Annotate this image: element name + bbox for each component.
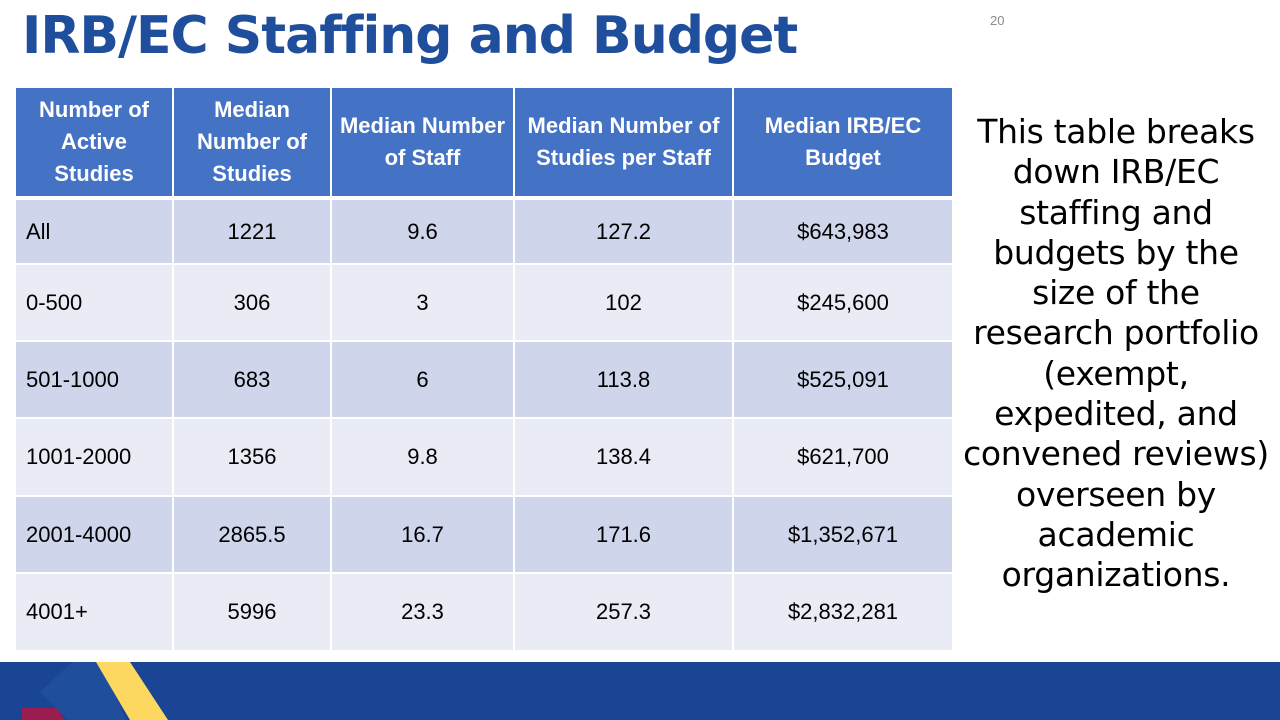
cell-median-budget: $1,352,671	[733, 496, 952, 574]
cell-studies-per-staff: 113.8	[514, 341, 734, 419]
cell-median-staff: 9.8	[331, 418, 515, 497]
table-row: 0-500 306 3 102 $245,600	[16, 264, 952, 342]
table-header-row: Number of Active Studies Median Number o…	[16, 88, 952, 200]
slide-number: 20	[990, 13, 1005, 28]
logo-stripe-yellow	[96, 662, 168, 720]
cell-median-budget: $245,600	[733, 264, 952, 342]
description-text: This table breaks down IRB/EC staffing a…	[963, 112, 1269, 595]
cell-category: 501-1000	[16, 341, 174, 419]
cell-median-staff: 6	[331, 341, 515, 419]
cell-median-studies: 306	[173, 264, 332, 342]
footer-bar	[0, 662, 1280, 720]
cell-median-studies: 1356	[173, 418, 332, 497]
cell-studies-per-staff: 257.3	[514, 573, 734, 652]
cell-median-budget: $643,983	[733, 198, 952, 265]
table-row: 501-1000 683 6 113.8 $525,091	[16, 341, 952, 419]
table-row: 2001-4000 2865.5 16.7 171.6 $1,352,671	[16, 496, 952, 574]
cell-median-staff: 3	[331, 264, 515, 342]
cell-studies-per-staff: 127.2	[514, 198, 734, 265]
cell-median-budget: $2,832,281	[733, 573, 952, 652]
cell-median-staff: 16.7	[331, 496, 515, 574]
cell-category: 0-500	[16, 264, 174, 342]
table-row: All 1221 9.6 127.2 $643,983	[16, 198, 952, 265]
table-row: 1001-2000 1356 9.8 138.4 $621,700	[16, 418, 952, 497]
slide-title: IRB/EC Staffing and Budget	[22, 6, 798, 66]
logo-mark-icon	[22, 662, 168, 720]
staffing-budget-table: Number of Active Studies Median Number o…	[16, 88, 952, 652]
header-median-staff: Median Number of Staff	[331, 88, 515, 200]
header-median-studies: Median Number of Studies	[173, 88, 332, 200]
cell-median-studies: 2865.5	[173, 496, 332, 574]
cell-category: 4001+	[16, 573, 174, 652]
cell-median-staff: 23.3	[331, 573, 515, 652]
cell-studies-per-staff: 102	[514, 264, 734, 342]
cell-median-budget: $621,700	[733, 418, 952, 497]
cell-median-studies: 683	[173, 341, 332, 419]
cell-median-studies: 1221	[173, 198, 332, 265]
table-row: 4001+ 5996 23.3 257.3 $2,832,281	[16, 573, 952, 652]
cell-category: All	[16, 198, 174, 265]
cell-studies-per-staff: 138.4	[514, 418, 734, 497]
logo-stripe-maroon	[22, 708, 64, 720]
cell-studies-per-staff: 171.6	[514, 496, 734, 574]
cell-median-studies: 5996	[173, 573, 332, 652]
header-median-budget: Median IRB/EC Budget	[733, 88, 952, 200]
cell-category: 1001-2000	[16, 418, 174, 497]
cell-median-budget: $525,091	[733, 341, 952, 419]
header-active-studies: Number of Active Studies	[16, 88, 174, 200]
cell-category: 2001-4000	[16, 496, 174, 574]
header-studies-per-staff: Median Number of Studies per Staff	[514, 88, 734, 200]
cell-median-staff: 9.6	[331, 198, 515, 265]
